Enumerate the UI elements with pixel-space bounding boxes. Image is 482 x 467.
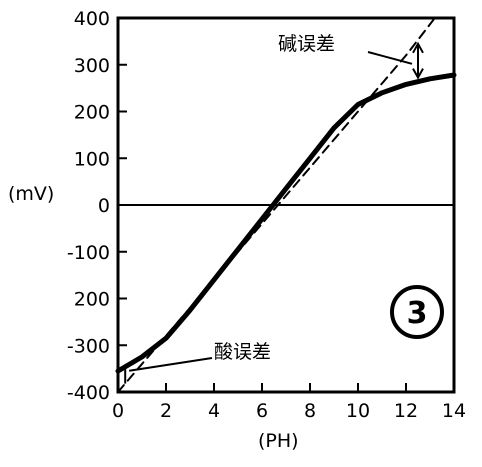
series-line-measured (115, 72, 457, 374)
y-tick-label: 400 (74, 8, 110, 30)
y-tick-label: -300 (67, 335, 110, 357)
y-tick-label: -100 (67, 242, 110, 264)
y-tick-label: 0 (98, 195, 110, 217)
x-tick-label: 4 (208, 400, 220, 422)
alkali-error-label: 碱误差 (278, 33, 335, 55)
x-tick-label: 10 (346, 400, 370, 422)
y-axis-label: (mV) (8, 183, 54, 205)
y-tick-label: -400 (67, 382, 110, 404)
acid-error-label: 酸误差 (214, 341, 271, 363)
alkali-error-arrowhead (412, 41, 424, 54)
series-line-dashed (117, 17, 436, 393)
badge-label: 3 (407, 296, 428, 331)
badge: 3 (390, 285, 444, 339)
x-axis-ticks: 0 2 4 6 8 10 12 14 (112, 383, 466, 422)
y-tick-label: 200 (74, 289, 110, 311)
x-axis-label: (PH) (258, 430, 299, 452)
x-tick-label: 6 (256, 400, 268, 422)
series-group (115, 17, 457, 393)
y-tick-label: 100 (74, 148, 110, 170)
y-axis-ticks: 400 300 200 100 0 -100 200 -300 -400 (67, 8, 127, 404)
y-tick-label: 200 (74, 102, 110, 124)
x-tick-label: 12 (394, 400, 418, 422)
alkali-error-leader (367, 51, 413, 65)
alkali-error-arrowhead (412, 68, 424, 80)
x-tick-label: 8 (304, 400, 316, 422)
acid-error-leader (129, 357, 213, 372)
badge-circle (390, 285, 444, 339)
x-tick-label: 0 (112, 400, 124, 422)
x-tick-label: 14 (442, 400, 466, 422)
y-tick-label: 300 (74, 55, 110, 77)
x-tick-label: 2 (160, 400, 172, 422)
